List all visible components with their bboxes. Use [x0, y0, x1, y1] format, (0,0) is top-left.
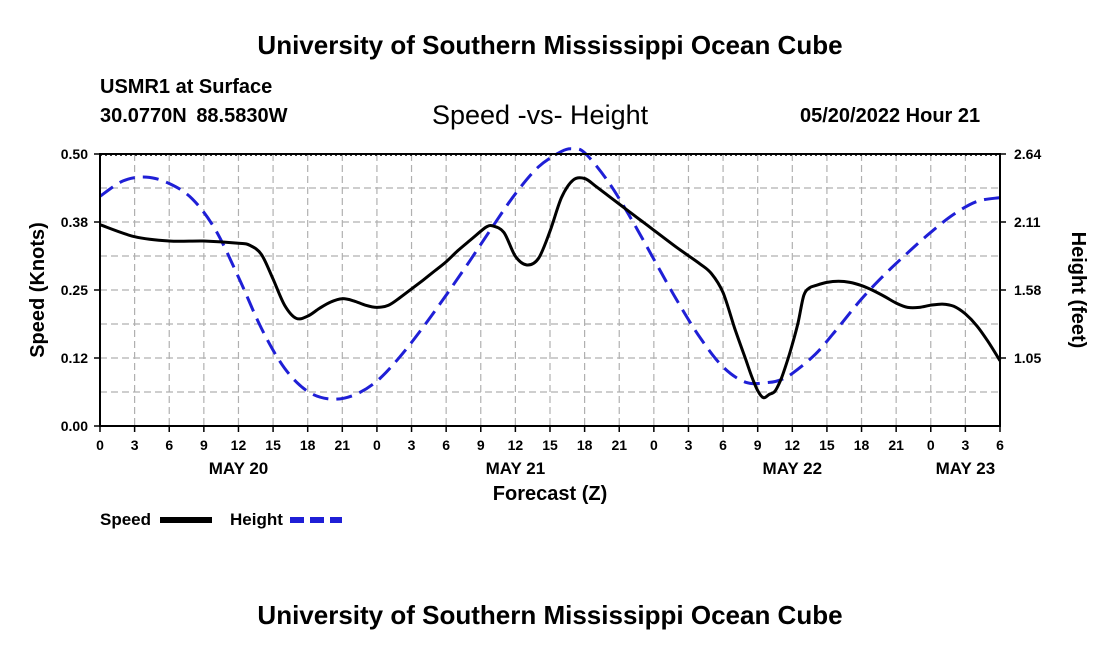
station-coordinates: 30.0770N 88.5830W: [100, 105, 287, 128]
x-tick-label: 18: [300, 437, 316, 453]
x-tick-label: 0: [373, 437, 381, 453]
y2-tick-label: 1.05: [1014, 350, 1041, 366]
x-tick-label: 3: [961, 437, 969, 453]
x-tick-label: 12: [508, 437, 524, 453]
x-tick-label: 3: [408, 437, 416, 453]
x-tick-label: 21: [888, 437, 904, 453]
page-title: University of Southern Mississippi Ocean…: [257, 30, 843, 60]
y2-tick-label: 2.11: [1014, 214, 1041, 230]
y2-axis-label: Height (feet): [1067, 232, 1089, 349]
x-tick-label: 6: [719, 437, 727, 453]
x-axis-label: Forecast (Z): [493, 483, 607, 505]
x-tick-label: 15: [542, 437, 558, 453]
day-label: MAY 23: [936, 459, 996, 478]
y2-tick-label: 2.64: [1014, 146, 1041, 162]
chart-series: [99, 147, 1002, 401]
x-tick-label: 3: [685, 437, 693, 453]
x-tick-label: 21: [335, 437, 351, 453]
x-tick-label: 12: [785, 437, 801, 453]
x-tick-label: 18: [577, 437, 593, 453]
chart-axes: 0 3 6 9 12 15 18 21 0 3 6 9 12 15 18 21 0 3 6 9 12 15 18 21 0 3 6 0…: [61, 146, 1042, 478]
x-tick-label: 9: [477, 437, 485, 453]
footer-title: University of Southern Mississippi Ocean…: [257, 600, 843, 630]
x-tick-label: 6: [442, 437, 450, 453]
legend-label-height: Height: [230, 510, 283, 529]
x-tick-label: 18: [854, 437, 870, 453]
x-tick-label: 12: [231, 437, 247, 453]
chart-title: Speed -vs- Height: [432, 100, 649, 130]
y-tick-label: 0.38: [61, 214, 88, 230]
forecast-datetime: 05/20/2022 Hour 21: [800, 105, 981, 127]
x-tick-label: 9: [754, 437, 762, 453]
day-label: MAY 22: [763, 459, 823, 478]
x-tick-label: 15: [819, 437, 835, 453]
x-tick-label: 0: [650, 437, 658, 453]
series-line-height: [99, 147, 1001, 401]
chart-grid: [100, 154, 1000, 426]
x-tick-label: 15: [265, 437, 281, 453]
legend-label-speed: Speed: [100, 510, 151, 529]
series-line-speed: [99, 176, 1002, 400]
y-axis-label: Speed (Knots): [27, 222, 49, 358]
x-tick-label: 0: [927, 437, 935, 453]
y2-tick-label: 1.58: [1014, 282, 1041, 298]
station-name: USMR1 at Surface: [100, 76, 273, 98]
x-tick-label: 0: [96, 437, 104, 453]
y-tick-label: 0.12: [61, 350, 88, 366]
x-tick-label: 6: [996, 437, 1004, 453]
station-longitude: 88.5830W: [196, 105, 288, 127]
y-tick-label: 0.50: [61, 146, 88, 162]
x-tick-label: 21: [611, 437, 627, 453]
day-label: MAY 20: [209, 459, 269, 478]
y-tick-label: 0.25: [61, 282, 88, 298]
x-tick-label: 9: [200, 437, 208, 453]
station-latitude: 30.0770N: [100, 105, 187, 127]
x-tick-label: 3: [131, 437, 139, 453]
legend: Speed Height: [100, 510, 342, 529]
y-tick-label: 0.00: [61, 418, 88, 434]
day-label: MAY 21: [486, 459, 546, 478]
x-tick-label: 6: [165, 437, 173, 453]
